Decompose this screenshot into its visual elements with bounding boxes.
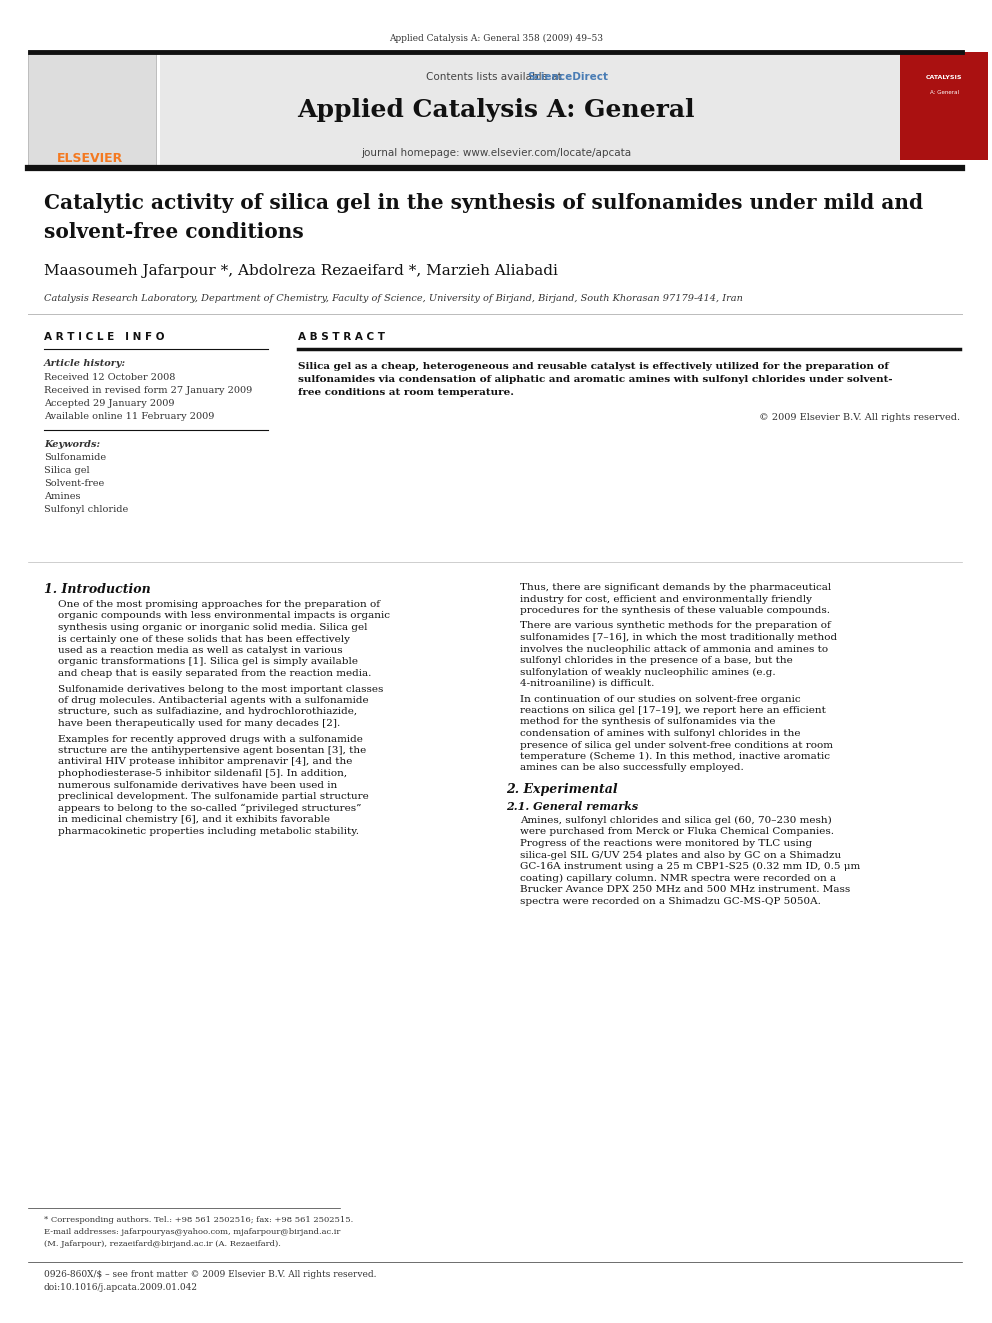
Text: phophodiesterase-5 inhibitor sildenafil [5]. In addition,: phophodiesterase-5 inhibitor sildenafil … [58, 769, 347, 778]
Text: Progress of the reactions were monitored by TLC using: Progress of the reactions were monitored… [520, 839, 812, 848]
Text: There are various synthetic methods for the preparation of: There are various synthetic methods for … [520, 622, 830, 631]
Text: coating) capillary column. NMR spectra were recorded on a: coating) capillary column. NMR spectra w… [520, 873, 836, 882]
Text: Brucker Avance DPX 250 MHz and 500 MHz instrument. Mass: Brucker Avance DPX 250 MHz and 500 MHz i… [520, 885, 850, 894]
Text: ScienceDirect: ScienceDirect [527, 71, 608, 82]
Text: ELSEVIER: ELSEVIER [57, 152, 123, 165]
Text: A R T I C L E   I N F O: A R T I C L E I N F O [44, 332, 165, 343]
Text: preclinical development. The sulfonamide partial structure: preclinical development. The sulfonamide… [58, 792, 369, 800]
Text: appears to belong to the so-called “privileged structures”: appears to belong to the so-called “priv… [58, 803, 361, 812]
Text: Amines, sulfonyl chlorides and silica gel (60, 70–230 mesh): Amines, sulfonyl chlorides and silica ge… [520, 816, 831, 826]
Text: organic compounds with less environmental impacts is organic: organic compounds with less environmenta… [58, 611, 390, 620]
Text: Maasoumeh Jafarpour *, Abdolreza Rezaeifard *, Marzieh Aliabadi: Maasoumeh Jafarpour *, Abdolreza Rezaeif… [44, 265, 558, 278]
Text: amines can be also successfully employed.: amines can be also successfully employed… [520, 763, 744, 773]
Text: Accepted 29 January 2009: Accepted 29 January 2009 [44, 400, 175, 407]
Text: involves the nucleophilic attack of ammonia and amines to: involves the nucleophilic attack of ammo… [520, 644, 828, 654]
Text: Contents lists available at: Contents lists available at [427, 71, 565, 82]
Text: 0926-860X/$ – see front matter © 2009 Elsevier B.V. All rights reserved.: 0926-860X/$ – see front matter © 2009 El… [44, 1270, 377, 1279]
Text: 2.1. General remarks: 2.1. General remarks [506, 800, 638, 812]
Text: solvent-free conditions: solvent-free conditions [44, 222, 304, 242]
Text: were purchased from Merck or Fluka Chemical Companies.: were purchased from Merck or Fluka Chemi… [520, 827, 834, 836]
Text: structure, such as sulfadiazine, and hydrochlorothiazide,: structure, such as sulfadiazine, and hyd… [58, 708, 357, 717]
Text: Catalysis Research Laboratory, Department of Chemistry, Faculty of Science, Univ: Catalysis Research Laboratory, Departmen… [44, 294, 743, 303]
Text: CATALYSIS: CATALYSIS [926, 75, 962, 79]
Text: (M. Jafarpour), rezaeifard@birjand.ac.ir (A. Rezaeifard).: (M. Jafarpour), rezaeifard@birjand.ac.ir… [44, 1240, 281, 1248]
Text: Keywords:: Keywords: [44, 441, 100, 448]
Text: numerous sulfonamide derivatives have been used in: numerous sulfonamide derivatives have be… [58, 781, 337, 790]
Text: synthesis using organic or inorganic solid media. Silica gel: synthesis using organic or inorganic sol… [58, 623, 367, 632]
Text: Applied Catalysis A: General 358 (2009) 49–53: Applied Catalysis A: General 358 (2009) … [389, 34, 603, 44]
Text: presence of silica gel under solvent-free conditions at room: presence of silica gel under solvent-fre… [520, 741, 833, 750]
Text: Sulfonamide: Sulfonamide [44, 452, 106, 462]
Text: reactions on silica gel [17–19], we report here an efficient: reactions on silica gel [17–19], we repo… [520, 706, 826, 714]
Text: silica-gel SIL G/UV 254 plates and also by GC on a Shimadzu: silica-gel SIL G/UV 254 plates and also … [520, 851, 841, 860]
Text: and cheap that is easily separated from the reaction media.: and cheap that is easily separated from … [58, 669, 371, 677]
Text: have been therapeutically used for many decades [2].: have been therapeutically used for many … [58, 718, 340, 728]
Text: Available online 11 February 2009: Available online 11 February 2009 [44, 411, 214, 421]
Text: condensation of amines with sulfonyl chlorides in the: condensation of amines with sulfonyl chl… [520, 729, 801, 738]
Text: Received in revised form 27 January 2009: Received in revised form 27 January 2009 [44, 386, 252, 396]
Text: Examples for recently approved drugs with a sulfonamide: Examples for recently approved drugs wit… [58, 734, 363, 744]
Text: Thus, there are significant demands by the pharmaceutical: Thus, there are significant demands by t… [520, 583, 831, 591]
Text: is certainly one of these solids that has been effectively: is certainly one of these solids that ha… [58, 635, 350, 643]
Text: antiviral HIV protease inhibitor amprenavir [4], and the: antiviral HIV protease inhibitor amprena… [58, 758, 352, 766]
Text: free conditions at room temperature.: free conditions at room temperature. [298, 388, 514, 397]
Text: Amines: Amines [44, 492, 80, 501]
Text: One of the most promising approaches for the preparation of: One of the most promising approaches for… [58, 601, 380, 609]
Text: doi:10.1016/j.apcata.2009.01.042: doi:10.1016/j.apcata.2009.01.042 [44, 1283, 198, 1293]
Text: Silica gel: Silica gel [44, 466, 89, 475]
Text: organic transformations [1]. Silica gel is simply available: organic transformations [1]. Silica gel … [58, 658, 358, 667]
Text: used as a reaction media as well as catalyst in various: used as a reaction media as well as cata… [58, 646, 342, 655]
Text: Sulfonamide derivatives belong to the most important classes: Sulfonamide derivatives belong to the mo… [58, 684, 383, 693]
Text: Article history:: Article history: [44, 359, 126, 368]
Text: journal homepage: www.elsevier.com/locate/apcata: journal homepage: www.elsevier.com/locat… [361, 148, 631, 157]
Text: A B S T R A C T: A B S T R A C T [298, 332, 385, 343]
Text: procedures for the synthesis of these valuable compounds.: procedures for the synthesis of these va… [520, 606, 830, 615]
Text: A: General: A: General [930, 90, 958, 95]
Text: * Corresponding authors. Tel.: +98 561 2502516; fax: +98 561 2502515.: * Corresponding authors. Tel.: +98 561 2… [44, 1216, 353, 1224]
Text: E-mail addresses: jafarpouryas@yahoo.com, mjafarpour@birjand.ac.ir: E-mail addresses: jafarpouryas@yahoo.com… [44, 1228, 340, 1236]
Text: sulfonyl chlorides in the presence of a base, but the: sulfonyl chlorides in the presence of a … [520, 656, 793, 665]
Text: of drug molecules. Antibacterial agents with a sulfonamide: of drug molecules. Antibacterial agents … [58, 696, 369, 705]
Text: 4-nitroaniline) is difficult.: 4-nitroaniline) is difficult. [520, 679, 655, 688]
Text: pharmacokinetic properties including metabolic stability.: pharmacokinetic properties including met… [58, 827, 359, 836]
FancyBboxPatch shape [160, 52, 900, 165]
Text: sulfonamides via condensation of aliphatic and aromatic amines with sulfonyl chl: sulfonamides via condensation of aliphat… [298, 374, 893, 384]
Text: Applied Catalysis A: General: Applied Catalysis A: General [298, 98, 694, 122]
Text: spectra were recorded on a Shimadzu GC-MS-QP 5050A.: spectra were recorded on a Shimadzu GC-M… [520, 897, 820, 905]
FancyBboxPatch shape [900, 52, 988, 160]
Text: Silica gel as a cheap, heterogeneous and reusable catalyst is effectively utiliz: Silica gel as a cheap, heterogeneous and… [298, 363, 889, 370]
Text: temperature (Scheme 1). In this method, inactive aromatic: temperature (Scheme 1). In this method, … [520, 751, 830, 761]
Text: In continuation of our studies on solvent-free organic: In continuation of our studies on solven… [520, 695, 801, 704]
Text: Received 12 October 2008: Received 12 October 2008 [44, 373, 176, 382]
Text: sulfonamides [7–16], in which the most traditionally method: sulfonamides [7–16], in which the most t… [520, 632, 837, 642]
Text: structure are the antihypertensive agent bosentan [3], the: structure are the antihypertensive agent… [58, 746, 366, 755]
Text: in medicinal chemistry [6], and it exhibits favorable: in medicinal chemistry [6], and it exhib… [58, 815, 330, 824]
Text: 2. Experimental: 2. Experimental [506, 783, 618, 796]
Text: © 2009 Elsevier B.V. All rights reserved.: © 2009 Elsevier B.V. All rights reserved… [759, 413, 960, 422]
Text: sulfonylation of weakly nucleophilic amines (e.g.: sulfonylation of weakly nucleophilic ami… [520, 668, 776, 676]
Text: method for the synthesis of sulfonamides via the: method for the synthesis of sulfonamides… [520, 717, 776, 726]
Text: Solvent-free: Solvent-free [44, 479, 104, 488]
Text: GC-16A instrument using a 25 m CBP1-S25 (0.32 mm ID, 0.5 μm: GC-16A instrument using a 25 m CBP1-S25 … [520, 863, 860, 871]
Text: 1. Introduction: 1. Introduction [44, 583, 151, 595]
FancyBboxPatch shape [28, 52, 156, 165]
Text: Sulfonyl chloride: Sulfonyl chloride [44, 505, 128, 515]
Text: industry for cost, efficient and environmentally friendly: industry for cost, efficient and environ… [520, 594, 812, 603]
Text: Catalytic activity of silica gel in the synthesis of sulfonamides under mild and: Catalytic activity of silica gel in the … [44, 193, 924, 213]
